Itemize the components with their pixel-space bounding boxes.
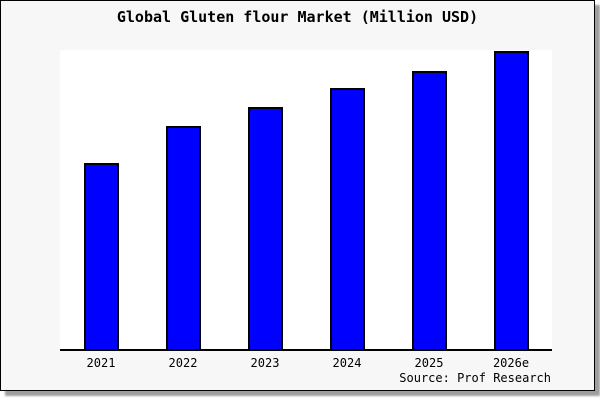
bar-slot-2024 [306,50,388,349]
bars [60,50,552,349]
bar-slot-2022 [142,50,224,349]
x-tick-label-2023: 2023 [250,356,280,370]
bar-2022 [165,126,201,349]
bar-2024 [329,88,365,349]
x-tick-label-2026e: 2026e [492,356,530,370]
bar-slot-2025 [388,50,470,349]
chart-card: Global Gluten flour Market (Million USD)… [0,0,595,391]
chart-title: Global Gluten flour Market (Million USD) [116,8,479,26]
bar-slot-2023 [224,50,306,349]
bar-2025 [411,70,447,349]
bar-2021 [83,162,119,349]
bar-2026e [493,50,529,349]
x-tick-label-2022: 2022 [168,356,198,370]
x-tick-label-2025: 2025 [414,356,444,370]
x-tick-label-2021: 2021 [86,356,116,370]
source-label: Source: Prof Research [399,371,551,385]
x-axis-labels: 2021 2022 2023 2024 2025 2026e [60,356,552,370]
bar-slot-2021 [60,50,142,349]
bar-slot-2026e [470,50,552,349]
x-tick-label-2024: 2024 [332,356,362,370]
plot-area [60,50,552,351]
bar-2023 [247,107,283,349]
